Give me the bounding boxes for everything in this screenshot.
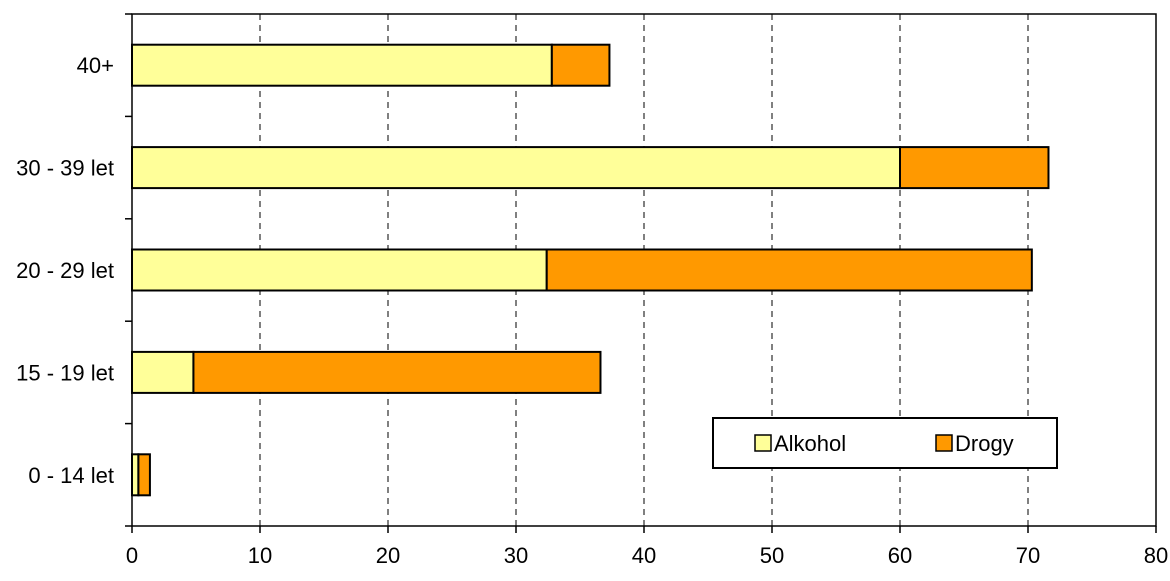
x-tick-label: 80 [1144,543,1168,568]
x-tick-label: 70 [1016,543,1040,568]
legend-label-alkohol: Alkohol [774,431,846,456]
legend-swatch-alkohol [754,434,772,452]
y-axis: 0 - 14 let 15 - 19 let 20 - 29 let 30 - 39 … [16,13,132,527]
bar-drogy-2 [545,248,1033,292]
bars [131,43,1050,497]
bar-alkohol-2 [131,248,548,292]
bar-alkohol-3 [131,146,901,190]
x-axis: 0 10 20 30 40 50 60 70 80 [126,526,1168,568]
y-tick-label: 20 - 29 let [16,258,114,283]
x-tick-label: 20 [376,543,400,568]
legend-swatch-drogy [935,434,953,452]
x-tick-label: 10 [248,543,272,568]
x-tick-label: 50 [760,543,784,568]
bar-alkohol-4 [131,43,553,87]
legend: Alkohol Drogy [712,417,1058,469]
y-tick-label: 30 - 39 let [16,156,114,181]
bar-drogy-3 [899,146,1050,190]
y-tick-label: 0 - 14 let [28,463,114,488]
bar-drogy-4 [550,43,611,87]
bar-drogy-1 [192,350,602,394]
x-tick-label: 60 [888,543,912,568]
y-tick-label: 40+ [77,53,114,78]
x-tick-label: 40 [632,543,656,568]
x-tick-label: 0 [126,543,138,568]
y-tick-label: 15 - 19 let [16,360,114,385]
bar-drogy-0 [137,453,151,497]
legend-label-drogy: Drogy [955,431,1014,456]
x-tick-label: 30 [504,543,528,568]
bar-alkohol-1 [131,350,195,394]
